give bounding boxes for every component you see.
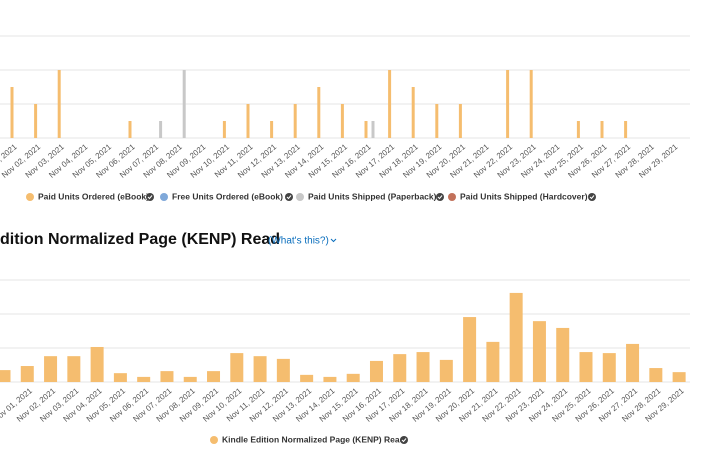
check-icon (400, 436, 408, 444)
bar (411, 87, 415, 138)
section-title: dition Normalized Page (KENP) Read (0, 231, 280, 248)
bar (222, 121, 226, 138)
check-mark (147, 195, 153, 200)
bar (649, 368, 663, 382)
bar (253, 356, 267, 382)
check-icon (436, 193, 444, 201)
check-mark (589, 195, 595, 200)
bar (556, 327, 570, 382)
bar (369, 360, 383, 382)
legend-swatch (26, 193, 34, 201)
bar (182, 70, 186, 138)
bar (44, 356, 58, 382)
bar (458, 104, 462, 138)
bar (579, 352, 593, 382)
bar (317, 87, 321, 138)
bar (323, 376, 337, 382)
bar (90, 346, 104, 382)
bar (529, 70, 533, 138)
bar (532, 321, 546, 382)
bar (160, 371, 174, 382)
legend-swatch (296, 193, 304, 201)
check-mark (401, 438, 407, 443)
bar (113, 373, 127, 382)
check-icon (285, 193, 293, 201)
bar (300, 374, 314, 382)
bar (159, 121, 163, 138)
legend-label: Paid Units Shipped (Hardcover) (460, 191, 588, 201)
bar (506, 70, 510, 138)
help-link[interactable]: (What's this?) (268, 236, 329, 247)
legend-label: Free Units Ordered (eBook) (172, 191, 283, 201)
bar (137, 376, 151, 382)
bar (10, 87, 14, 138)
bar (57, 70, 61, 138)
bar (439, 359, 453, 382)
bar (600, 121, 604, 138)
bar (340, 104, 344, 138)
check-icon (588, 193, 596, 201)
bar (626, 343, 640, 382)
bar (346, 373, 360, 382)
legend-swatch (160, 193, 168, 201)
bar (293, 104, 297, 138)
legend-swatch (210, 436, 218, 444)
legend-swatch (448, 193, 456, 201)
bar (576, 121, 580, 138)
bar (0, 370, 11, 382)
bar (128, 121, 132, 138)
bar (435, 104, 439, 138)
legend-label: Paid Units Shipped (Paperback) (308, 191, 437, 201)
bar (672, 372, 686, 382)
check-mark (286, 195, 292, 200)
bar (393, 354, 407, 382)
bar (624, 121, 628, 138)
bar (246, 104, 250, 138)
bar (486, 341, 500, 382)
legend-label: Paid Units Ordered (eBook) (38, 191, 149, 201)
bar (270, 121, 274, 138)
bar (276, 358, 290, 382)
bar (364, 121, 368, 138)
check-mark (437, 195, 443, 200)
bar (67, 356, 81, 382)
bar (416, 352, 430, 382)
bar (509, 292, 523, 382)
legend-label: Kindle Edition Normalized Page (KENP) Re… (222, 434, 405, 444)
bar (183, 376, 197, 382)
chevron[interactable] (330, 238, 337, 243)
bar (388, 70, 392, 138)
bar (463, 317, 477, 382)
bar (34, 104, 38, 138)
bar (602, 353, 616, 382)
bar (230, 353, 244, 382)
check-icon (146, 193, 154, 201)
bar (371, 121, 375, 138)
bar (207, 371, 221, 382)
bar (20, 366, 34, 382)
